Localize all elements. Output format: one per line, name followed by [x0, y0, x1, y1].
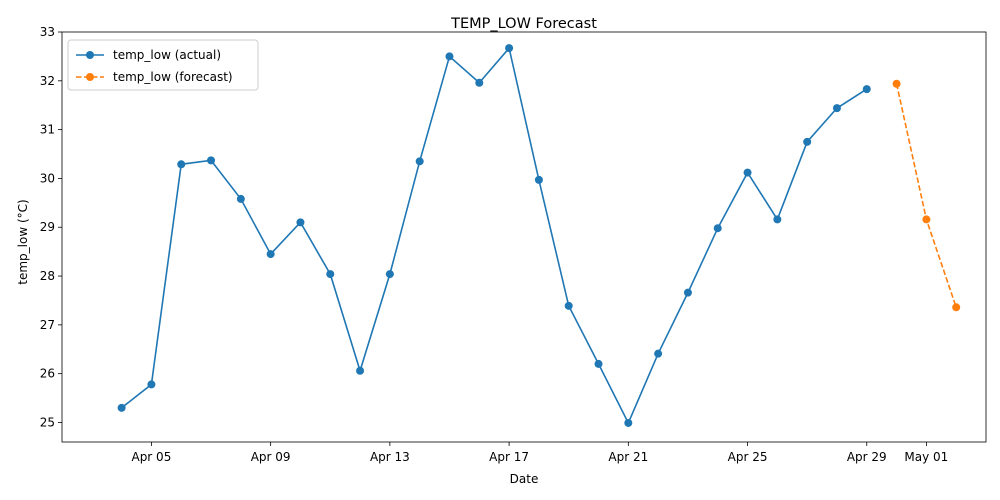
- legend-label-actual: temp_low (actual): [113, 48, 221, 62]
- x-tick-label: Apr 13: [370, 450, 410, 464]
- series-layer: [117, 44, 961, 427]
- chart-title: TEMP_LOW Forecast: [450, 16, 597, 32]
- data-point-actual: [683, 288, 692, 297]
- y-tick-label: 30: [40, 171, 55, 185]
- data-point-forecast: [892, 79, 901, 88]
- data-point-forecast: [922, 215, 931, 224]
- y-tick-label: 29: [40, 220, 55, 234]
- y-axis-title: temp_low (°C): [16, 199, 30, 284]
- x-tick-label: May 01: [904, 450, 948, 464]
- y-tick-label: 31: [40, 123, 55, 137]
- y-tick-label: 27: [40, 318, 55, 332]
- data-point-forecast: [952, 303, 961, 312]
- data-point-actual: [117, 403, 126, 412]
- legend-marker-actual: [86, 51, 94, 59]
- data-point-actual: [445, 52, 454, 61]
- plot-frame: [61, 31, 987, 443]
- legend-box: [67, 39, 259, 91]
- legend-marker-forecast: [86, 73, 94, 81]
- data-point-actual: [594, 359, 603, 368]
- legend-item-actual: temp_low (actual): [76, 48, 221, 62]
- y-tick-label: 32: [40, 74, 55, 88]
- data-point-actual: [296, 218, 305, 227]
- data-point-actual: [713, 224, 722, 233]
- data-point-actual: [564, 301, 573, 310]
- series-line-forecast: [895, 83, 957, 308]
- y-tick-label: 25: [40, 415, 55, 429]
- y-tick-label: 26: [40, 367, 55, 381]
- data-point-actual: [385, 270, 394, 279]
- plot-area: [61, 31, 987, 443]
- data-point-actual: [207, 156, 216, 165]
- x-tick-label: Apr 29: [847, 450, 887, 464]
- data-point-actual: [862, 85, 871, 94]
- data-point-actual: [773, 215, 782, 224]
- ticks-layer: 25 26 27 28 29 30 31 32 33 Apr 05 Apr 09 Apr 13 Apr …: [40, 25, 949, 464]
- x-tick-label: Apr 17: [489, 450, 529, 464]
- y-tick-label: 28: [40, 269, 55, 283]
- x-tick-label: Apr 25: [728, 450, 768, 464]
- x-axis-title: Date: [510, 472, 539, 486]
- legend-item-forecast: temp_low (forecast): [76, 70, 233, 84]
- data-point-actual: [147, 380, 156, 389]
- data-point-actual: [236, 194, 245, 203]
- data-point-actual: [475, 78, 484, 87]
- series-line-actual: [121, 46, 868, 425]
- x-tick-label: Apr 05: [131, 450, 171, 464]
- legend: temp_low (actual) temp_low (forecast): [67, 39, 259, 91]
- data-point-actual: [803, 137, 812, 146]
- data-point-actual: [177, 160, 186, 169]
- data-point-actual: [326, 270, 335, 279]
- data-point-actual: [415, 157, 424, 166]
- data-point-actual: [534, 175, 543, 184]
- data-point-actual: [356, 366, 365, 375]
- data-point-actual: [266, 250, 275, 259]
- x-tick-label: Apr 21: [608, 450, 648, 464]
- data-point-actual: [654, 349, 663, 358]
- x-tick-label: Apr 09: [251, 450, 291, 464]
- data-point-actual: [743, 168, 752, 177]
- data-point-actual: [624, 418, 633, 427]
- data-point-actual: [832, 104, 841, 113]
- legend-label-forecast: temp_low (forecast): [113, 70, 233, 84]
- y-tick-label: 33: [40, 25, 55, 39]
- data-point-actual: [505, 44, 514, 53]
